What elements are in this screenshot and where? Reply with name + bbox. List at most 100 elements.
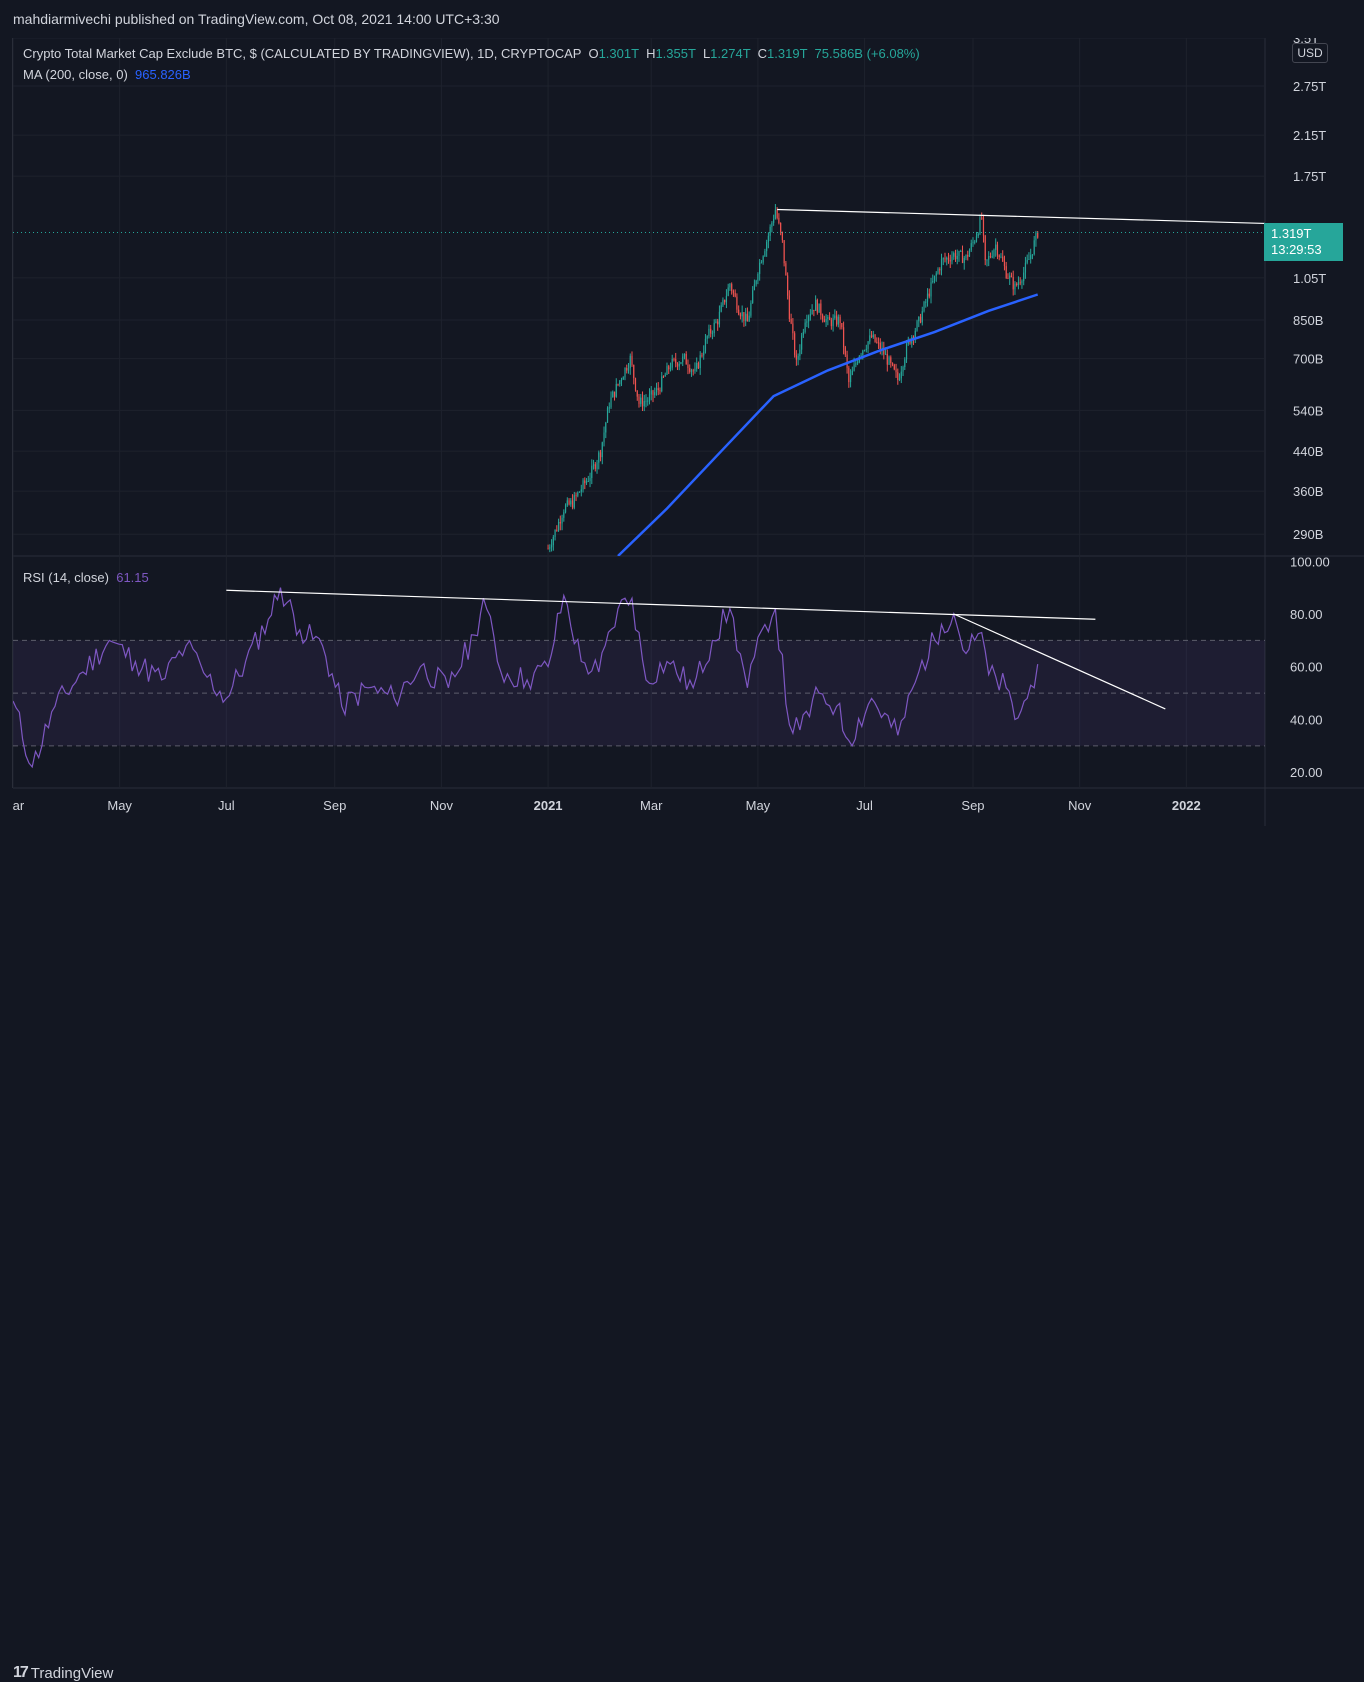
candle-body [953,253,955,257]
symbol-title[interactable]: Crypto Total Market Cap Exclude BTC, $ (… [23,46,582,61]
candle-body [835,315,838,325]
candle-body [849,374,852,383]
candle-body [928,293,930,297]
candle-body [1026,259,1028,263]
candle-body [592,464,595,466]
candle-body [650,390,652,395]
candle-body [680,362,682,364]
candle-body [816,299,818,313]
candle-body [727,287,729,296]
candle-body [1009,275,1011,279]
candle-body [554,529,556,537]
candle-body [991,256,993,258]
candle-body [732,290,735,293]
candle-body [954,253,957,260]
currency-button[interactable]: USD [1292,43,1328,63]
candle-body [919,316,922,323]
high-value: 1.355T [655,46,696,61]
candle-body [993,249,995,257]
candle-body [856,362,859,364]
candle-body [853,364,855,371]
tradingview-logo-icon: 17 [13,1664,29,1681]
candle-body [692,370,694,372]
candle-body [776,209,778,218]
chart-area[interactable]: Mar May Jul Sep Nov 2021 Mar May Jul Sep Nov 2022 3.… [12,38,1364,826]
candle-body [1021,281,1023,283]
candle-body [694,368,696,372]
candle-body [591,465,593,478]
candle-body [697,362,700,369]
candle-body [904,359,906,368]
candle-body [851,370,853,375]
candle-body [972,241,974,244]
candle-body [683,353,686,357]
main-legend: Crypto Total Market Cap Exclude BTC, $ (… [23,46,920,61]
last-price-value: 1.319T [1271,226,1312,241]
open-value: 1.301T [598,46,639,61]
x-tick-label: 2021 [534,798,563,813]
candle-body [564,505,567,513]
ma-line [617,293,1039,556]
candle-body [939,269,941,271]
candle-body [654,392,656,396]
candle-body [731,284,733,291]
candle-body [598,452,600,463]
candle-body [556,529,558,531]
candle-body [626,367,628,371]
candle-body [675,359,677,364]
chart-canvas[interactable]: Mar May Jul Sep Nov 2021 Mar May Jul Sep Nov 2022 3.… [13,38,1364,826]
candle-body [622,377,624,380]
candle-body [620,379,623,381]
candle-body [563,512,565,518]
candle-body [1028,258,1030,260]
candle-body [1031,254,1034,256]
candle-body [662,376,665,378]
candle-body [995,244,997,250]
ma-label[interactable]: MA (200, close, 0) [23,67,128,82]
candle-body [918,316,920,322]
candle-body [748,315,750,322]
candle-body [898,378,901,381]
rsi-value: 61.15 [116,570,149,585]
candle-body [797,356,799,360]
candle-body [757,273,759,281]
candle-body [550,545,553,548]
candle-body [673,358,675,360]
candle-body [1023,272,1025,282]
tradingview-brand: TradingView [30,1664,114,1682]
close-label: C [757,46,768,61]
candle-body [657,388,659,391]
candle-body [870,335,873,338]
candle-body [970,243,972,251]
candle-body [640,397,642,404]
candle-body [891,362,894,365]
candle-body [944,258,946,260]
candle-body [1017,282,1020,286]
y-tick-label: 2.75T [1293,79,1326,94]
candle-body [1002,256,1004,262]
bar-countdown: 13:29:53 [1271,242,1322,257]
candle-body [914,330,916,339]
tradingview-logo[interactable]: 17 TradingView [13,1664,113,1682]
candle-body [668,366,670,370]
candle-body [886,353,888,365]
candle-body [808,316,810,322]
x-tick-label: 2022 [1172,798,1201,813]
candle-body [963,257,965,263]
rsi-tick-label: 100.00 [1290,554,1330,569]
rsi-label[interactable]: RSI (14, close) [23,570,109,585]
candle-body [762,256,764,263]
candle-body [780,222,782,233]
candle-body [629,355,631,369]
x-tick-label: May [107,798,132,813]
candle-body [848,367,850,383]
candle-body [570,500,572,505]
candle-body [678,363,680,367]
candle-body [839,316,841,324]
candle-body [876,341,878,343]
footer: 17 TradingView [0,826,1364,1682]
candle-body [704,338,707,352]
rsi-trendline [953,613,1166,710]
rsi-tick-label: 20.00 [1290,765,1323,780]
candle-body [832,318,834,327]
